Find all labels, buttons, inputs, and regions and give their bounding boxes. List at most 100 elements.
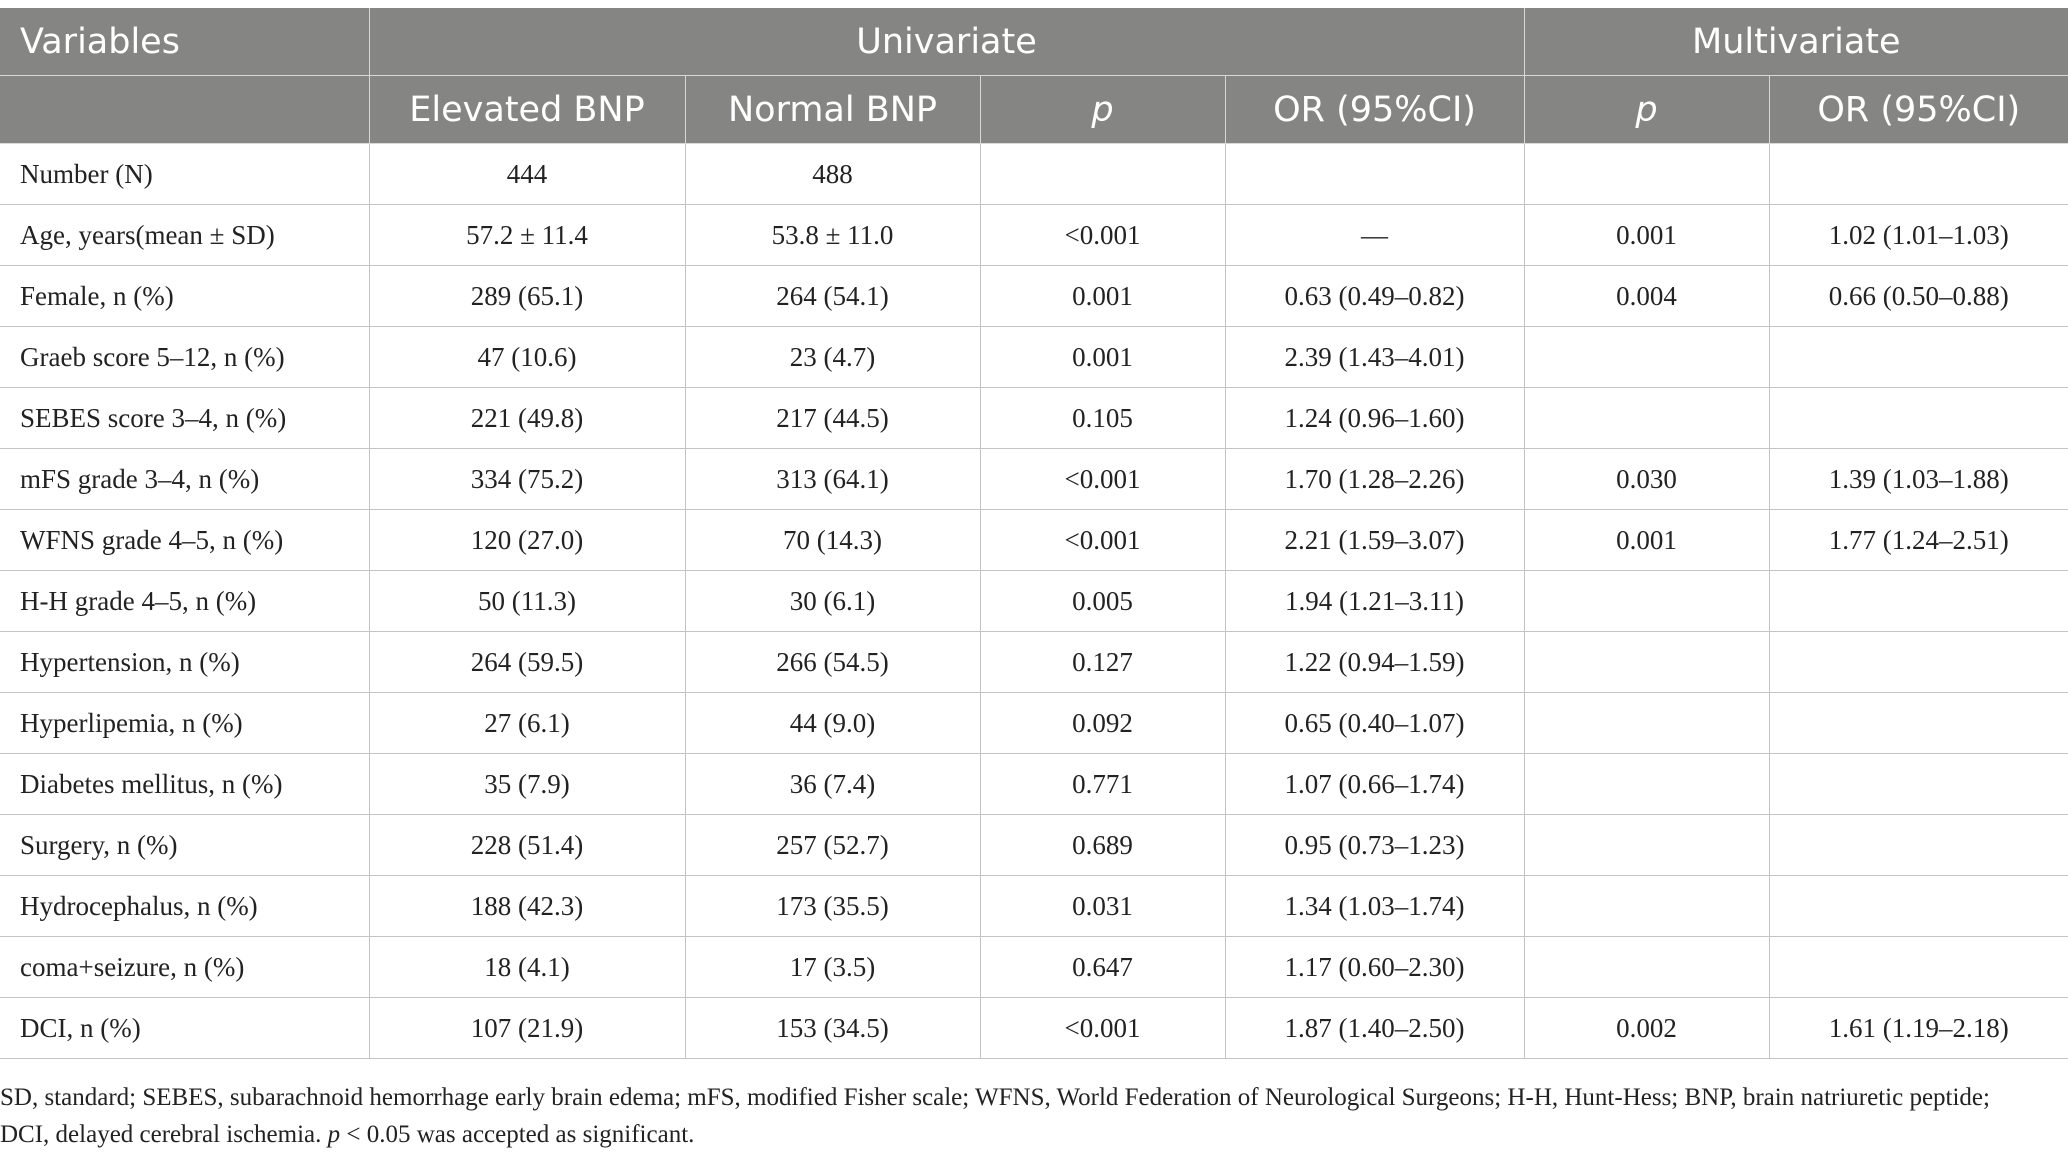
cell-or-multivariate xyxy=(1768,936,2068,998)
header-or-univariate: OR (95%CI) xyxy=(1225,75,1525,144)
cell-or-univariate: 0.63 (0.49–0.82) xyxy=(1224,265,1525,327)
cell-or-multivariate xyxy=(1768,875,2068,937)
cell-elevated-bnp: 444 xyxy=(368,143,686,205)
cell-p-multivariate xyxy=(1523,326,1770,388)
cell-elevated-bnp: 334 (75.2) xyxy=(368,448,686,510)
cell-p-multivariate xyxy=(1523,143,1770,205)
cell-variable: Number (N) xyxy=(0,143,370,205)
table-row: Number (N) 444 488 xyxy=(0,143,2068,205)
footnote-p-symbol: p xyxy=(327,1121,341,1148)
table-row: H-H grade 4–5, n (%) 50 (11.3) 30 (6.1) 0.0… xyxy=(0,570,2068,632)
cell-p-univariate: <0.001 xyxy=(979,509,1226,571)
cell-normal-bnp: 264 (54.1) xyxy=(684,265,981,327)
cell-p-multivariate xyxy=(1523,631,1770,693)
cell-or-multivariate xyxy=(1768,570,2068,632)
results-table-container: Variables Univariate Multivariate Elevat… xyxy=(0,8,2068,1059)
cell-variable: Hydrocephalus, n (%) xyxy=(0,875,370,937)
cell-elevated-bnp: 57.2 ± 11.4 xyxy=(368,204,686,266)
cell-p-multivariate: 0.001 xyxy=(1523,204,1770,266)
cell-variable: Graeb score 5–12, n (%) xyxy=(0,326,370,388)
cell-normal-bnp: 30 (6.1) xyxy=(684,570,981,632)
table-row: Surgery, n (%) 228 (51.4) 257 (52.7) 0.689 0… xyxy=(0,814,2068,876)
cell-or-univariate xyxy=(1224,143,1525,205)
cell-normal-bnp: 488 xyxy=(684,143,981,205)
cell-p-multivariate: 0.004 xyxy=(1523,265,1770,327)
header-or-multivariate: OR (95%CI) xyxy=(1769,75,2068,144)
cell-variable: SEBES score 3–4, n (%) xyxy=(0,387,370,449)
cell-or-univariate: 1.17 (0.60–2.30) xyxy=(1224,936,1525,998)
cell-or-univariate: — xyxy=(1224,204,1525,266)
cell-or-univariate: 0.65 (0.40–1.07) xyxy=(1224,692,1525,754)
cell-elevated-bnp: 221 (49.8) xyxy=(368,387,686,449)
cell-normal-bnp: 36 (7.4) xyxy=(684,753,981,815)
cell-p-multivariate xyxy=(1523,570,1770,632)
table-row: Hypertension, n (%) 264 (59.5) 266 (54.5) 0… xyxy=(0,631,2068,693)
footnote-text-after: < 0.05 was accepted as significant. xyxy=(340,1121,695,1148)
cell-or-multivariate: 1.61 (1.19–2.18) xyxy=(1768,997,2068,1059)
header-empty xyxy=(0,75,370,144)
cell-elevated-bnp: 27 (6.1) xyxy=(368,692,686,754)
cell-or-multivariate: 1.02 (1.01–1.03) xyxy=(1768,204,2068,266)
table-row: mFS grade 3–4, n (%) 334 (75.2) 313 (64.1)… xyxy=(0,448,2068,510)
cell-or-univariate: 1.22 (0.94–1.59) xyxy=(1224,631,1525,693)
cell-normal-bnp: 23 (4.7) xyxy=(684,326,981,388)
header-row-groups: Variables Univariate Multivariate xyxy=(0,8,2068,76)
cell-p-univariate: 0.001 xyxy=(979,265,1226,327)
cell-or-multivariate: 0.66 (0.50–0.88) xyxy=(1768,265,2068,327)
header-multivariate: Multivariate xyxy=(1524,8,2068,76)
cell-or-univariate: 2.39 (1.43–4.01) xyxy=(1224,326,1525,388)
cell-p-multivariate: 0.002 xyxy=(1523,997,1770,1059)
cell-variable: Hyperlipemia, n (%) xyxy=(0,692,370,754)
cell-variable: WFNS grade 4–5, n (%) xyxy=(0,509,370,571)
cell-elevated-bnp: 18 (4.1) xyxy=(368,936,686,998)
cell-elevated-bnp: 264 (59.5) xyxy=(368,631,686,693)
cell-or-multivariate: 1.77 (1.24–2.51) xyxy=(1768,509,2068,571)
cell-elevated-bnp: 228 (51.4) xyxy=(368,814,686,876)
cell-or-univariate: 1.94 (1.21–3.11) xyxy=(1224,570,1525,632)
cell-or-multivariate xyxy=(1768,753,2068,815)
cell-normal-bnp: 217 (44.5) xyxy=(684,387,981,449)
cell-p-univariate: 0.001 xyxy=(979,326,1226,388)
cell-or-multivariate xyxy=(1768,326,2068,388)
cell-p-multivariate xyxy=(1523,814,1770,876)
cell-normal-bnp: 53.8 ± 11.0 xyxy=(684,204,981,266)
table-row: Hyperlipemia, n (%) 27 (6.1) 44 (9.0) 0.092… xyxy=(0,692,2068,754)
cell-or-multivariate xyxy=(1768,814,2068,876)
cell-or-univariate: 0.95 (0.73–1.23) xyxy=(1224,814,1525,876)
table-footnote: SD, standard; SEBES, subarachnoid hemorr… xyxy=(0,1079,2040,1153)
footnote-text-before: SD, standard; SEBES, subarachnoid hemorr… xyxy=(0,1084,1990,1148)
cell-normal-bnp: 266 (54.5) xyxy=(684,631,981,693)
cell-p-multivariate xyxy=(1523,875,1770,937)
table-row: Hydrocephalus, n (%) 188 (42.3) 173 (35.5)… xyxy=(0,875,2068,937)
cell-or-multivariate xyxy=(1768,692,2068,754)
cell-p-univariate: <0.001 xyxy=(979,997,1226,1059)
table-row: DCI, n (%) 107 (21.9) 153 (34.5) <0.001 1.87… xyxy=(0,997,2068,1059)
table-header: Variables Univariate Multivariate Elevat… xyxy=(0,8,2068,144)
cell-normal-bnp: 153 (34.5) xyxy=(684,997,981,1059)
cell-or-multivariate: 1.39 (1.03–1.88) xyxy=(1768,448,2068,510)
header-p-univariate: p xyxy=(980,75,1226,144)
cell-p-multivariate: 0.001 xyxy=(1523,509,1770,571)
cell-or-univariate: 1.24 (0.96–1.60) xyxy=(1224,387,1525,449)
cell-p-univariate: 0.127 xyxy=(979,631,1226,693)
table-row: Age, years(mean ± SD) 57.2 ± 11.4 53.8 ± 1… xyxy=(0,204,2068,266)
cell-or-univariate: 1.07 (0.66–1.74) xyxy=(1224,753,1525,815)
cell-p-multivariate xyxy=(1523,753,1770,815)
header-normal-bnp: Normal BNP xyxy=(685,75,981,144)
table-row: Graeb score 5–12, n (%) 47 (10.6) 23 (4.7)… xyxy=(0,326,2068,388)
cell-p-univariate: 0.647 xyxy=(979,936,1226,998)
cell-p-multivariate xyxy=(1523,692,1770,754)
cell-p-univariate: 0.031 xyxy=(979,875,1226,937)
cell-elevated-bnp: 47 (10.6) xyxy=(368,326,686,388)
table-row: Diabetes mellitus, n (%) 35 (7.9) 36 (7.4)… xyxy=(0,753,2068,815)
cell-or-multivariate xyxy=(1768,143,2068,205)
table-body: Number (N) 444 488 Age, years(mean ± SD) 57.… xyxy=(0,143,2068,1059)
table-row: SEBES score 3–4, n (%) 221 (49.8) 217 (44.… xyxy=(0,387,2068,449)
cell-normal-bnp: 17 (3.5) xyxy=(684,936,981,998)
cell-p-univariate: 0.105 xyxy=(979,387,1226,449)
cell-p-multivariate xyxy=(1523,387,1770,449)
cell-or-univariate: 2.21 (1.59–3.07) xyxy=(1224,509,1525,571)
cell-variable: Female, n (%) xyxy=(0,265,370,327)
cell-p-univariate: 0.689 xyxy=(979,814,1226,876)
cell-elevated-bnp: 50 (11.3) xyxy=(368,570,686,632)
